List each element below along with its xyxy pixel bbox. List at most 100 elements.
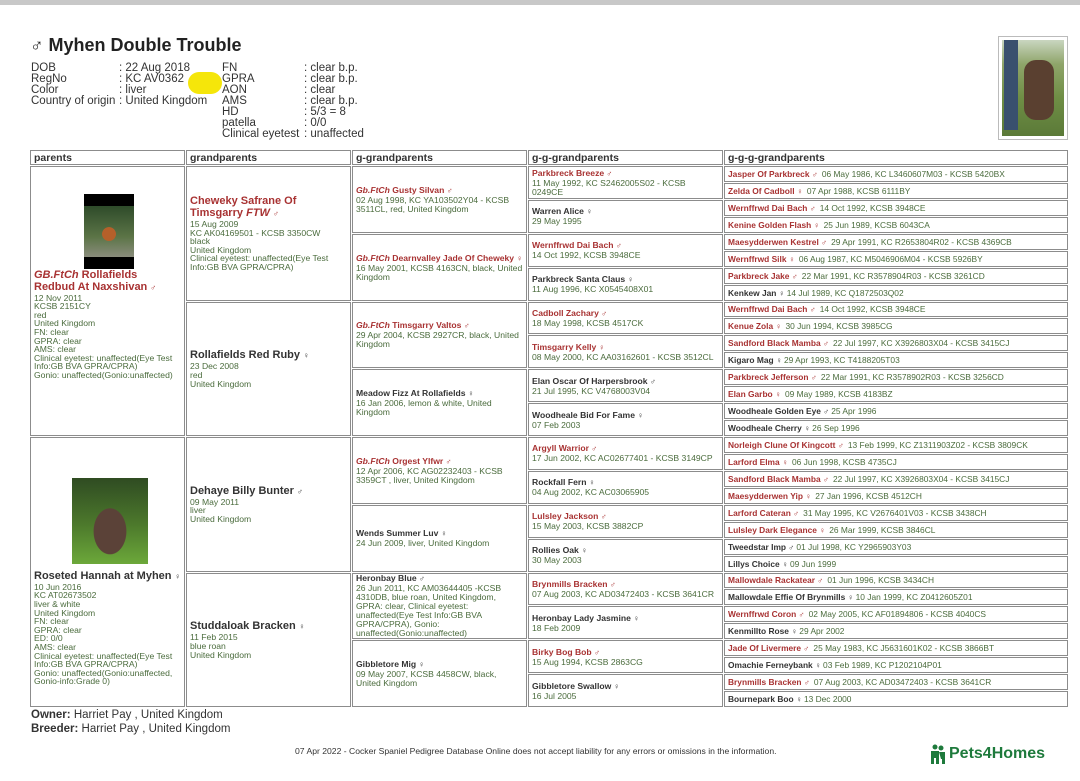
details: 02 Aug 1998, KC YA103502Y04 - KCSB 3511C… xyxy=(356,194,510,214)
dog-name-link[interactable]: Kenkew Jan ♀ xyxy=(728,288,785,298)
dog-name-link[interactable]: Sandford Black Mamba ♂ xyxy=(728,338,829,348)
dog-name-link[interactable]: Kenue Zola ♀ xyxy=(728,321,781,331)
info-row: Color: liver xyxy=(31,84,207,96)
name: Maesydderwen Yip xyxy=(728,490,803,501)
details: 25 Jun 1989, KCSB 6043CA xyxy=(823,219,930,230)
name: Larford Elma xyxy=(728,456,780,467)
dog-name-link[interactable]: Parkbreck Jake ♂ xyxy=(728,271,798,281)
details: 12 Apr 2006, KC AG02232403 - KCSB 3359CT… xyxy=(356,465,503,485)
dog-name-link[interactable]: Dehaye Billy Bunter ♂ xyxy=(190,485,347,498)
dog-name-link[interactable]: Parkbreck Santa Claus ♀ xyxy=(532,274,719,285)
dog-name-link[interactable]: Kigaro Mag ♀ xyxy=(728,355,782,365)
pedigree-entry: Omachie Ferneybank ♀ 03 Feb 1989, KC P120… xyxy=(724,657,1068,674)
dog-name-link[interactable]: Meadow Fizz At Rollafields ♀ xyxy=(356,388,523,399)
dog-name-link[interactable]: Woodheale Golden Eye ♂ xyxy=(728,406,829,416)
dog-photo[interactable] xyxy=(998,36,1068,140)
dog-name-link[interactable]: Larford Elma ♀ xyxy=(728,457,788,467)
details: 15 May 2003, KCSB 3882CP xyxy=(532,521,644,532)
pets4homes-logo[interactable]: Pets4Homes xyxy=(930,744,1045,764)
top-border xyxy=(0,0,1080,5)
dog-name-link[interactable]: Wernffrwd Silk ♀ xyxy=(728,254,795,264)
name: Gusty Silvan xyxy=(392,184,445,195)
dog-name-link[interactable]: Maesydderwen Yip ♀ xyxy=(728,491,811,501)
female-icon: ♀ xyxy=(298,622,305,632)
dog-name-link[interactable]: Kenine Golden Flash ♀ xyxy=(728,220,820,230)
pedigree-entry: Parkbreck Jake ♂ 22 Mar 1991, KC R3578904… xyxy=(724,267,1068,284)
dog-name-link[interactable]: Heronbay Lady Jasmine ♀ xyxy=(532,613,719,624)
dog-name-link[interactable]: Lillys Choice ♀ xyxy=(728,559,788,569)
details: 29 Apr 1991, KC R2653804R02 - KCSB 4369C… xyxy=(831,236,1012,247)
dog-name-link[interactable]: GB.FtCh Rollafields Redbud At Naxshivan … xyxy=(34,269,181,294)
dog-name-link[interactable]: Sandford Black Mamba ♂ xyxy=(728,474,829,484)
dog-name-link[interactable]: Gibbletore Mig ♀ xyxy=(356,659,523,670)
dog-name-link[interactable]: Jade Of Livermere ♂ xyxy=(728,643,809,653)
dog-name-link[interactable]: Larford Cateran ♂ xyxy=(728,508,799,518)
name: Elan Garbo xyxy=(728,389,773,400)
dog-name-link[interactable]: Jasper Of Parkbreck ♂ xyxy=(728,169,818,179)
dog-name-link[interactable]: Mallowdale Effie Of Brynmills ♀ xyxy=(728,592,854,602)
dog-name-link[interactable]: Norleigh Clune Of Kingcott ♂ xyxy=(728,440,844,450)
dog-name-link[interactable]: Gb.FtCh Orgest Ylfwr ♂ xyxy=(356,456,523,467)
dog-name-link[interactable]: Rockfall Fern ♀ xyxy=(532,477,719,488)
dog-name-link[interactable]: Warren Alice ♀ xyxy=(532,206,719,217)
dog-name-link[interactable]: Bournepark Boo ♀ xyxy=(728,694,802,704)
dog-name-link[interactable]: Studdaloak Bracken ♀ xyxy=(190,620,347,633)
details: 14 Jul 1989, KC Q1872503Q02 xyxy=(786,287,904,298)
dog-name-link[interactable]: Gb.FtCh Dearnvalley Jade Of Cheweky ♀ xyxy=(356,253,523,264)
dog-name-link[interactable]: Birky Bog Bob ♂ xyxy=(532,647,719,658)
detail-line: AMS: clear xyxy=(34,642,77,653)
dog-name-link[interactable]: Gb.FtCh Gusty Silvan ♂ xyxy=(356,185,523,196)
title-prefix: Gb.FtCh xyxy=(356,320,390,331)
dog-name-link[interactable]: Timsgarry Kelly ♀ xyxy=(532,342,719,353)
dog-name-link[interactable]: Elan Oscar Of Harpersbrook ♂ xyxy=(532,376,719,387)
name: Bournepark Boo xyxy=(728,694,794,705)
male-icon: ♂ xyxy=(615,241,622,251)
male-icon: ♂ xyxy=(463,321,470,331)
info-label: HD xyxy=(222,106,239,118)
dog-name-link[interactable]: Maesydderwen Kestrel ♂ xyxy=(728,237,827,247)
dog-name-link[interactable]: Brynmills Bracken ♂ xyxy=(728,677,810,687)
dog-name-link[interactable]: Lulsley Dark Elegance ♀ xyxy=(728,525,825,535)
detail-line: Gonio: unaffected(Gonio:unaffected) xyxy=(34,369,173,380)
dog-name-link[interactable]: Woodheale Bid For Fame ♀ xyxy=(532,410,719,421)
dog-name-link[interactable]: Gibbletore Swallow ♀ xyxy=(532,681,719,692)
name: Kigaro Mag xyxy=(728,355,774,366)
dog-photo[interactable] xyxy=(72,477,148,564)
pedigree-entry: Jasper Of Parkbreck ♂ 06 May 1986, KC L34… xyxy=(724,166,1068,182)
dog-name-link[interactable]: Woodheale Cherry ♀ xyxy=(728,423,810,433)
dog-name-link[interactable]: Rollafields Red Ruby ♀ xyxy=(190,349,347,362)
dog-name-link[interactable]: Kenmillto Rose ♀ xyxy=(728,626,797,636)
dog-name-link[interactable]: Rollies Oak ♀ xyxy=(532,545,719,556)
details: 22 Mar 1991, KC R3578904R03 - KCSB 3261C… xyxy=(801,270,985,281)
dog-photo[interactable] xyxy=(84,193,134,269)
dog-name-link[interactable]: Gb.FtCh Timsgarry Valtos ♂ xyxy=(356,320,523,331)
dog-name-link[interactable]: Heronbay Blue ♂ xyxy=(356,573,523,584)
name: Kenkew Jan xyxy=(728,287,777,298)
dog-name-link[interactable]: Roseted Hannah at Myhen ♀ xyxy=(34,570,181,583)
name: Studdaloak Bracken xyxy=(190,620,296,633)
dog-name-link[interactable]: Parkbreck Breeze ♂ xyxy=(532,168,719,179)
dog-name-link[interactable]: Parkbreck Jefferson ♂ xyxy=(728,372,817,382)
dog-name-link[interactable]: Wernffrwd Dai Bach ♂ xyxy=(532,240,719,251)
name: Wernffrwd Dai Bach xyxy=(728,304,808,315)
dog-name-link[interactable]: Wernffrwd Dai Bach ♂ xyxy=(728,304,816,314)
dog-name-link[interactable]: Zelda Of Cadboll ♀ xyxy=(728,186,803,196)
dog-name-link[interactable]: Wends Summer Luv ♀ xyxy=(356,528,523,539)
dog-name-link[interactable]: Lulsley Jackson ♂ xyxy=(532,511,719,522)
dog-name-link[interactable]: Wernffrwd Coron ♂ xyxy=(728,609,805,619)
pedigree-entry: Meadow Fizz At Rollafields ♀ 16 Jan 2006,… xyxy=(352,369,527,436)
dog-name-link[interactable]: Cheweky Safrane Of Timsgarry FTW ♂ xyxy=(190,195,347,220)
dog-name-link[interactable]: Tweedstar Imp ♂ xyxy=(728,542,794,552)
dog-name-link[interactable]: Cadboll Zachary ♂ xyxy=(532,308,719,319)
info-value: : United Kingdom xyxy=(119,95,208,107)
dog-name-link[interactable]: Elan Garbo ♀ xyxy=(728,389,781,399)
pedigree-entry: Gb.FtCh Dearnvalley Jade Of Cheweky ♀ 16 … xyxy=(352,233,527,301)
details: 06 Jun 1998, KCSB 4735CJ xyxy=(792,456,897,467)
dog-name-link[interactable]: Brynmills Bracken ♂ xyxy=(532,579,719,590)
dog-name-link[interactable]: Mallowdale Rackatear ♂ xyxy=(728,575,823,585)
dog-name-link[interactable]: Omachie Ferneybank ♀ xyxy=(728,660,821,670)
dog-name-link[interactable]: Argyll Warrior ♂ xyxy=(532,443,719,454)
name: Wends Summer Luv xyxy=(356,528,439,539)
pedigree-entry: Dehaye Billy Bunter ♂ 09 May 2011 liver Uni… xyxy=(186,437,351,572)
dog-name-link[interactable]: Wernffrwd Dai Bach ♂ xyxy=(728,203,816,213)
